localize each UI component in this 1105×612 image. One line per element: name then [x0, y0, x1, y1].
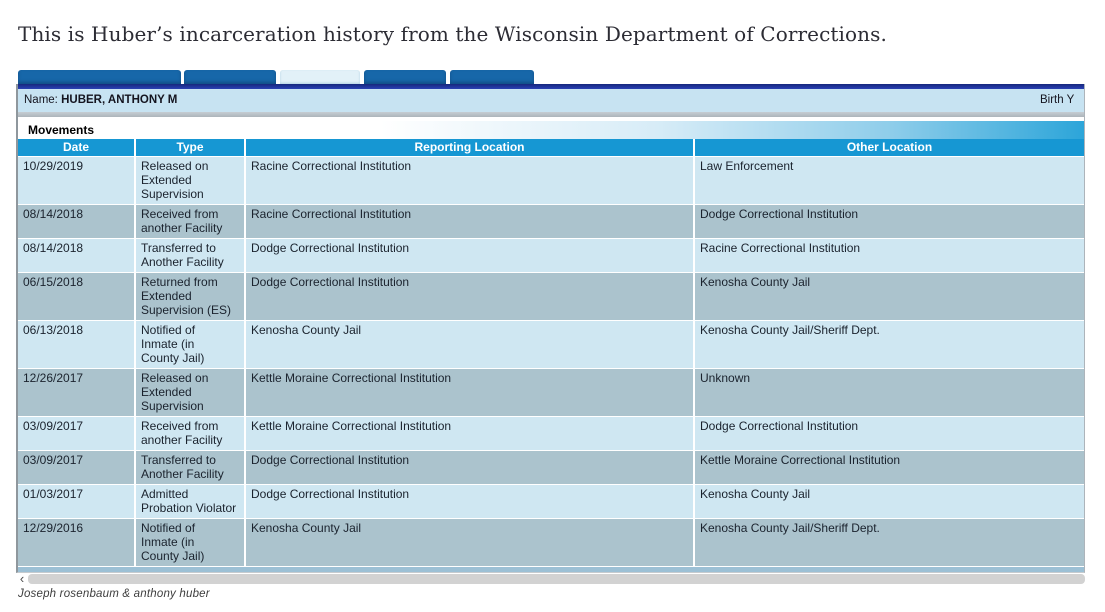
page-title: This is Huber’s incarceration history fr…: [18, 22, 887, 46]
table-row: 08/14/2018 Received from another Facilit…: [18, 204, 1084, 239]
spacer: [18, 117, 1084, 121]
table-header-row: Date Type Reporting Location Other Locat…: [18, 139, 1084, 157]
cell-reporting-location: Dodge Correctional Institution: [245, 272, 695, 321]
cell-date: 06/13/2018: [18, 320, 136, 369]
cell-date: 08/14/2018: [18, 238, 136, 273]
movements-title: Movements: [28, 123, 95, 137]
cell-other-location: Unknown: [694, 368, 1084, 417]
cell-reporting-location: Dodge Correctional Institution: [245, 238, 695, 273]
column-header-other-location: Other Location: [694, 139, 1084, 157]
cell-date: 01/03/2017: [18, 484, 136, 519]
inmate-name-bar: Name: HUBER, ANTHONY M Birth Y: [18, 89, 1084, 112]
panel-top-border: [18, 84, 1084, 89]
cell-reporting-location: Kettle Moraine Correctional Institution: [245, 368, 695, 417]
cell-date: 12/26/2017: [18, 368, 136, 417]
cell-type: Received from another Facility: [135, 204, 246, 239]
cell-other-location: Dodge Correctional Institution: [694, 204, 1084, 239]
cell-reporting-location: Kenosha County Jail: [245, 320, 695, 369]
inmate-name: HUBER, ANTHONY M: [61, 94, 178, 106]
table-row: 12/29/2016 Notified of Inmate (in County…: [18, 518, 1084, 567]
image-caption: Joseph rosenbaum & anthony huber: [18, 588, 210, 600]
movements-section-header: Movements: [18, 121, 1084, 139]
cell-type: Transferred to Another Facility: [135, 238, 246, 273]
table-bottom-strip: [18, 567, 1084, 572]
tab-strip: [18, 70, 534, 84]
cell-date: 12/29/2016: [18, 518, 136, 567]
divider: [18, 112, 1084, 117]
cell-other-location: Kettle Moraine Correctional Institution: [694, 450, 1084, 485]
cell-type: Admitted Probation Violator: [135, 484, 246, 519]
table-row: 06/15/2018 Returned from Extended Superv…: [18, 272, 1084, 321]
column-header-date: Date: [18, 139, 136, 157]
cell-type: Transferred to Another Facility: [135, 450, 246, 485]
tab-truncated-5[interactable]: [450, 70, 534, 84]
column-header-type: Type: [135, 139, 246, 157]
tab-truncated-1[interactable]: [18, 70, 181, 84]
cell-other-location: Kenosha County Jail: [694, 272, 1084, 321]
cell-other-location: Dodge Correctional Institution: [694, 416, 1084, 451]
table-row: 01/03/2017 Admitted Probation Violator D…: [18, 484, 1084, 519]
cell-date: 08/14/2018: [18, 204, 136, 239]
cell-date: 10/29/2019: [18, 156, 136, 205]
movements-table: Date Type Reporting Location Other Locat…: [18, 139, 1084, 567]
cell-other-location: Racine Correctional Institution: [694, 238, 1084, 273]
cell-type: Notified of Inmate (in County Jail): [135, 320, 246, 369]
cell-type: Notified of Inmate (in County Jail): [135, 518, 246, 567]
cell-date: 03/09/2017: [18, 416, 136, 451]
tab-truncated-3[interactable]: [280, 70, 360, 84]
table-row: 12/26/2017 Released on Extended Supervis…: [18, 368, 1084, 417]
cell-reporting-location: Kettle Moraine Correctional Institution: [245, 416, 695, 451]
table-row: 03/09/2017 Transferred to Another Facili…: [18, 450, 1084, 485]
cell-other-location: Kenosha County Jail/Sheriff Dept.: [694, 518, 1084, 567]
cell-date: 06/15/2018: [18, 272, 136, 321]
cell-reporting-location: Racine Correctional Institution: [245, 156, 695, 205]
cell-type: Returned from Extended Supervision (ES): [135, 272, 246, 321]
cell-other-location: Law Enforcement: [694, 156, 1084, 205]
cell-type: Released on Extended Supervision: [135, 368, 246, 417]
cell-reporting-location: Kenosha County Jail: [245, 518, 695, 567]
cell-reporting-location: Dodge Correctional Institution: [245, 484, 695, 519]
tab-truncated-4[interactable]: [364, 70, 446, 84]
table-row: 06/13/2018 Notified of Inmate (in County…: [18, 320, 1084, 369]
cell-type: Released on Extended Supervision: [135, 156, 246, 205]
column-header-reporting-location: Reporting Location: [245, 139, 695, 157]
cell-other-location: Kenosha County Jail: [694, 484, 1084, 519]
horizontal-scrollbar-thumb[interactable]: [28, 574, 1085, 584]
table-row: 03/09/2017 Received from another Facilit…: [18, 416, 1084, 451]
cell-reporting-location: Racine Correctional Institution: [245, 204, 695, 239]
birth-year-label-truncated: Birth Y: [1040, 94, 1075, 106]
table-row: 08/14/2018 Transferred to Another Facili…: [18, 238, 1084, 273]
cell-reporting-location: Dodge Correctional Institution: [245, 450, 695, 485]
tab-truncated-2[interactable]: [184, 70, 276, 84]
incarceration-record-panel: Name: HUBER, ANTHONY M Birth Y Movements…: [16, 84, 1085, 573]
cell-type: Received from another Facility: [135, 416, 246, 451]
cell-other-location: Kenosha County Jail/Sheriff Dept.: [694, 320, 1084, 369]
table-row: 10/29/2019 Released on Extended Supervis…: [18, 156, 1084, 205]
cell-date: 03/09/2017: [18, 450, 136, 485]
name-label: Name:: [24, 94, 58, 106]
scroll-left-arrow[interactable]: ‹: [19, 571, 25, 586]
